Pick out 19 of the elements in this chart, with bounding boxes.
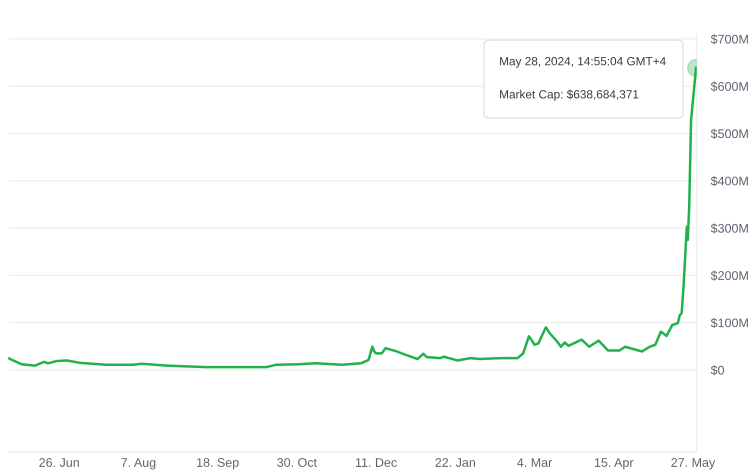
- x-tick-label: 15. Apr: [594, 458, 634, 470]
- annotation: Market Cap: $638,684,371: [500, 90, 638, 101]
- y-tick-label: $100M: [710, 318, 748, 328]
- annotation: May 28, 2024, 14:55:04 GMT+4: [500, 57, 666, 68]
- x-tick-label: 30. Oct: [277, 458, 317, 467]
- x-tick-label: 7. Aug: [121, 458, 156, 470]
- x-tick-label: 4. Mar: [517, 458, 552, 467]
- y-tick-label: $400M: [710, 176, 748, 186]
- y-tick-label: $300M: [710, 223, 748, 234]
- y-tick-label: $700M: [710, 34, 748, 44]
- x-tick-label: 27. May: [671, 458, 716, 470]
- y-tick-label: $600M: [710, 81, 748, 92]
- y-tick-label: $200M: [710, 270, 748, 281]
- x-tick-label: 22. Jan: [435, 458, 475, 467]
- x-tick-label: 11. Dec: [356, 458, 397, 467]
- y-tick-label: $500M: [710, 128, 748, 139]
- y-tick-label: $0: [710, 365, 724, 376]
- x-tick-label: 26. Jun: [39, 458, 79, 467]
- x-tick-label: 18. Sep: [197, 458, 239, 470]
